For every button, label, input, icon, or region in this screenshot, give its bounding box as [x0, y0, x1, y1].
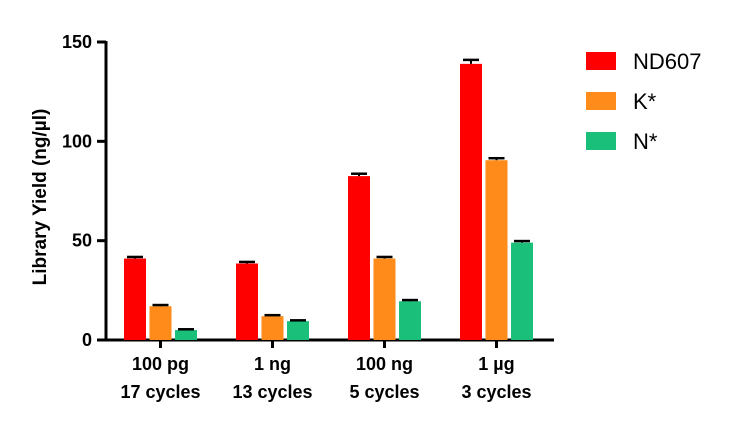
legend-swatch — [586, 132, 616, 150]
bar — [261, 316, 284, 340]
x-tick-label: 100 ng — [356, 354, 413, 374]
x-tick-label: 1 ng — [254, 354, 291, 374]
y-axis-title: Library Yield (ng/µl) — [30, 109, 51, 286]
bar — [149, 306, 172, 340]
legend-label: K* — [633, 89, 657, 114]
bars — [124, 58, 533, 340]
legend-swatch — [586, 52, 616, 70]
x-tick-label-sub: 13 cycles — [232, 382, 312, 402]
legend: ND607 K* N* — [586, 49, 701, 154]
legend-label: N* — [633, 129, 658, 154]
bar — [373, 258, 396, 340]
bar — [460, 63, 482, 340]
bar — [236, 263, 258, 340]
legend-swatch — [586, 92, 616, 110]
bar — [287, 321, 309, 340]
y-axis-ticks: 0 50 100 150 — [62, 32, 106, 350]
x-tick-label: 1 µg — [478, 354, 514, 374]
bar — [511, 242, 533, 340]
legend-label: ND607 — [633, 49, 701, 74]
x-tick-label-sub: 17 cycles — [120, 382, 200, 402]
bar — [175, 330, 197, 340]
y-tick-label: 100 — [62, 131, 92, 151]
y-tick-label: 0 — [82, 330, 92, 350]
bar — [485, 160, 508, 340]
x-tick-label: 100 pg — [132, 354, 189, 374]
x-tick-label-sub: 5 cycles — [349, 382, 419, 402]
x-axis-labels: 100 pg 17 cycles 1 ng 13 cycles 100 ng 5 cycl… — [120, 340, 532, 402]
bar — [399, 301, 421, 340]
bar — [124, 258, 146, 340]
y-tick-label: 50 — [72, 231, 92, 251]
y-tick-label: 150 — [62, 32, 92, 52]
bar — [348, 176, 370, 340]
x-tick-label-sub: 3 cycles — [461, 382, 531, 402]
